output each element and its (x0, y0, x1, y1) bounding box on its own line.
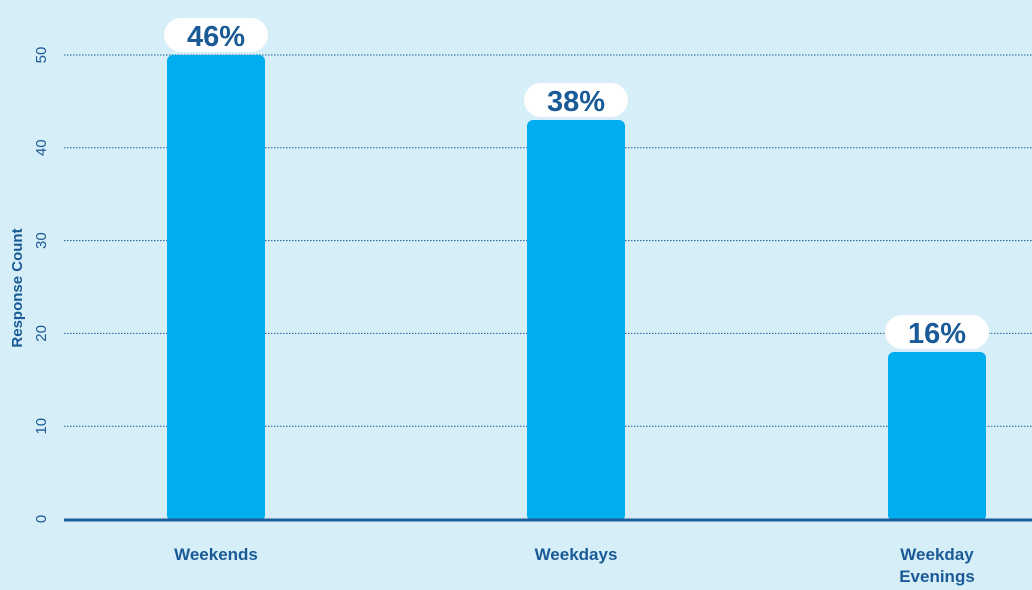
data-label-background (885, 314, 989, 349)
category-label: Weekends (174, 545, 258, 564)
category-label: Weekday Evenings (899, 545, 975, 586)
category-labels: Weekends Weekdays Weekday Evenings (174, 545, 975, 586)
data-label-background (164, 18, 268, 52)
y-axis-title: Response Count (9, 228, 26, 347)
data-labels: 46% 38% 16% (164, 18, 989, 350)
bar (167, 55, 265, 521)
y-tick-label: 30 (33, 232, 50, 249)
bar (888, 351, 986, 521)
data-label-background (524, 82, 628, 117)
y-axis-ticks: 0 10 20 30 40 50 (33, 47, 50, 524)
data-label: 46% (187, 21, 245, 53)
data-label: 16% (908, 318, 966, 350)
y-tick-label: 20 (33, 325, 50, 342)
bars (167, 55, 986, 522)
y-tick-label: 50 (33, 47, 50, 64)
data-label: 38% (547, 86, 605, 118)
y-tick-label: 0 (33, 515, 50, 523)
y-tick-label: 10 (33, 418, 50, 435)
category-label: Weekdays (535, 545, 618, 564)
y-tick-label: 40 (33, 139, 50, 156)
bar (527, 119, 625, 522)
